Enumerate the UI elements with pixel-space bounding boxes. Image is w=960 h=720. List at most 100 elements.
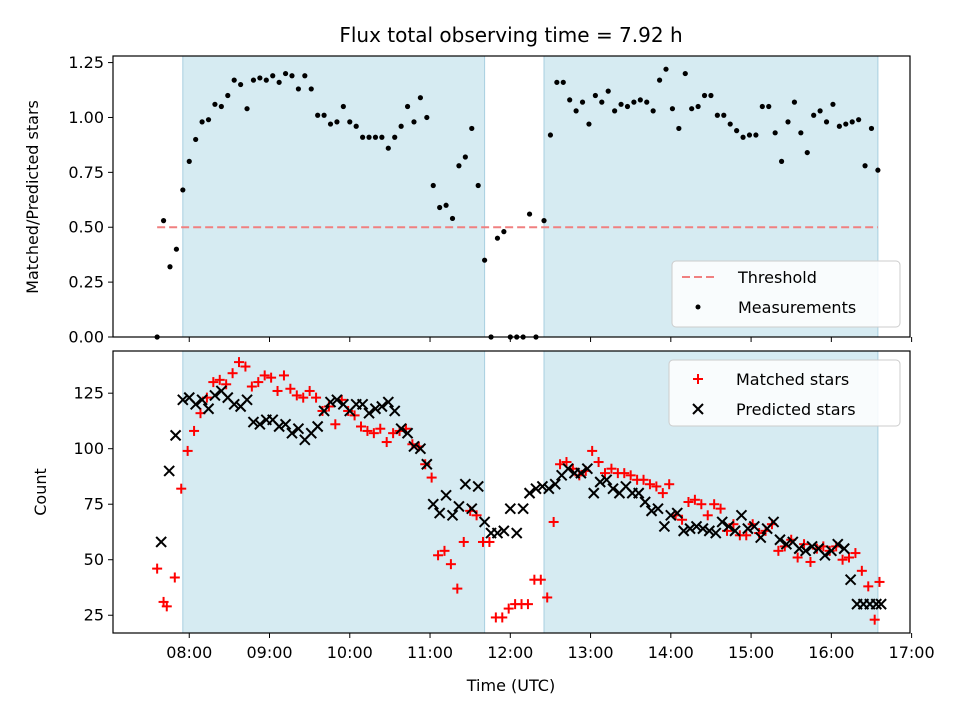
bottom-xtick-label: 14:00: [648, 643, 694, 662]
matched-star-marker: [619, 468, 630, 479]
measurement-point: [689, 106, 695, 112]
measurement-point: [475, 182, 481, 189]
predicted-star-marker: [459, 478, 472, 490]
measurement-point: [404, 103, 411, 110]
measurement-point: [372, 134, 379, 140]
measurement-point: [586, 121, 592, 127]
predicted-star-marker: [832, 538, 844, 550]
matched-star-marker: [471, 510, 482, 521]
measurement-point: [791, 99, 798, 105]
predicted-star-marker: [209, 389, 221, 402]
matched-legend-label: Matched stars: [736, 370, 849, 389]
predicted-legend-label: Predicted stars: [736, 400, 856, 419]
predicted-star-marker: [440, 489, 452, 502]
predicted-star-marker: [395, 423, 407, 435]
matched-star-marker: [856, 565, 867, 576]
measurement-point: [193, 136, 199, 143]
matched-star-marker: [259, 370, 270, 381]
measurement-point: [417, 95, 424, 101]
matched-star-marker: [285, 383, 296, 394]
matched-star-marker: [644, 479, 655, 490]
predicted-star-marker: [819, 549, 831, 561]
measurement-point: [231, 77, 237, 83]
matched-star-marker: [587, 445, 598, 456]
predicted-star-marker: [838, 542, 850, 555]
measurement-point: [778, 158, 785, 164]
matched-star-marker: [805, 556, 816, 567]
matched-star-marker: [535, 574, 546, 585]
measurement-point: [456, 163, 462, 169]
predicted-star-marker: [498, 525, 510, 537]
measurement-point: [449, 215, 456, 222]
measurement-point: [462, 154, 468, 160]
measurement-point: [714, 112, 720, 118]
matched-star-marker: [152, 563, 163, 574]
predicted-star-marker: [511, 527, 523, 539]
predicted-star-marker: [742, 522, 754, 535]
predicted-star-marker: [767, 516, 780, 528]
measurement-point: [327, 121, 334, 127]
predicted-star-marker: [716, 516, 728, 528]
top-ytick-label: 1.00: [68, 108, 104, 127]
matched-star-marker: [161, 601, 172, 612]
observing-window-band: [182, 350, 486, 634]
matched-star-marker: [452, 583, 463, 594]
measurement-point: [676, 125, 682, 132]
measurements-legend-label: Measurements: [738, 298, 856, 317]
measurement-point: [753, 132, 759, 138]
matched-star-marker: [426, 472, 437, 483]
top-x-ticks: [188, 337, 913, 342]
bottom-plot-frame: [112, 350, 911, 634]
measurement-point: [631, 99, 637, 105]
measurement-point: [180, 187, 186, 193]
matched-star-marker: [548, 516, 559, 527]
measurement-point: [669, 106, 676, 112]
measurement-point: [798, 130, 804, 136]
predicted-star-marker: [600, 474, 613, 486]
predicted-star-marker: [633, 487, 645, 499]
bottom-xtick-label: 16:00: [808, 643, 854, 662]
predicted-star-marker: [292, 423, 305, 435]
predicted-star-marker: [177, 394, 189, 406]
matched-star-marker: [234, 357, 245, 368]
top-y-axis-label: Matched/Predicted stars: [23, 100, 42, 294]
predicted-legend-swatch: [692, 403, 704, 415]
measurement-point: [482, 257, 488, 263]
measurement-point: [385, 145, 391, 151]
measurement-point: [849, 119, 855, 125]
predicted-star-marker: [523, 487, 536, 499]
bottom-ytick-label: 50: [84, 550, 104, 569]
matched-star-marker: [689, 494, 700, 505]
matched-star-marker: [606, 463, 617, 474]
matched-star-marker: [182, 445, 193, 456]
measurement-point: [411, 119, 417, 125]
matched-star-marker: [362, 425, 373, 436]
matched-star-marker: [356, 421, 367, 432]
matched-star-marker: [214, 374, 225, 385]
measurement-point: [308, 86, 314, 92]
predicted-star-marker: [755, 531, 767, 544]
measurement-point: [843, 121, 849, 127]
predicted-star-markers: [155, 385, 887, 610]
predicted-star-marker: [639, 496, 651, 508]
measurement-point: [695, 103, 701, 110]
predicted-star-marker: [318, 405, 330, 417]
predicted-star-marker: [169, 429, 182, 442]
bottom-xtick-label: 09:00: [246, 643, 292, 662]
matched-star-marker: [304, 385, 315, 396]
measurement-point: [526, 211, 533, 217]
measurement-point: [289, 73, 295, 79]
matched-star-marker: [850, 548, 861, 559]
measurement-point: [263, 77, 269, 83]
predicted-star-marker: [401, 427, 414, 439]
bottom-xtick-label: 10:00: [327, 643, 373, 662]
measurement-point: [437, 204, 443, 211]
predicted-star-marker: [421, 458, 433, 470]
predicted-star-marker: [870, 598, 882, 610]
matched-star-marker: [189, 425, 200, 436]
predicted-star-marker: [710, 527, 722, 539]
matched-star-marker: [375, 423, 386, 434]
predicted-star-marker: [530, 482, 542, 495]
measurement-point: [295, 86, 302, 92]
measurement-point: [560, 79, 566, 85]
